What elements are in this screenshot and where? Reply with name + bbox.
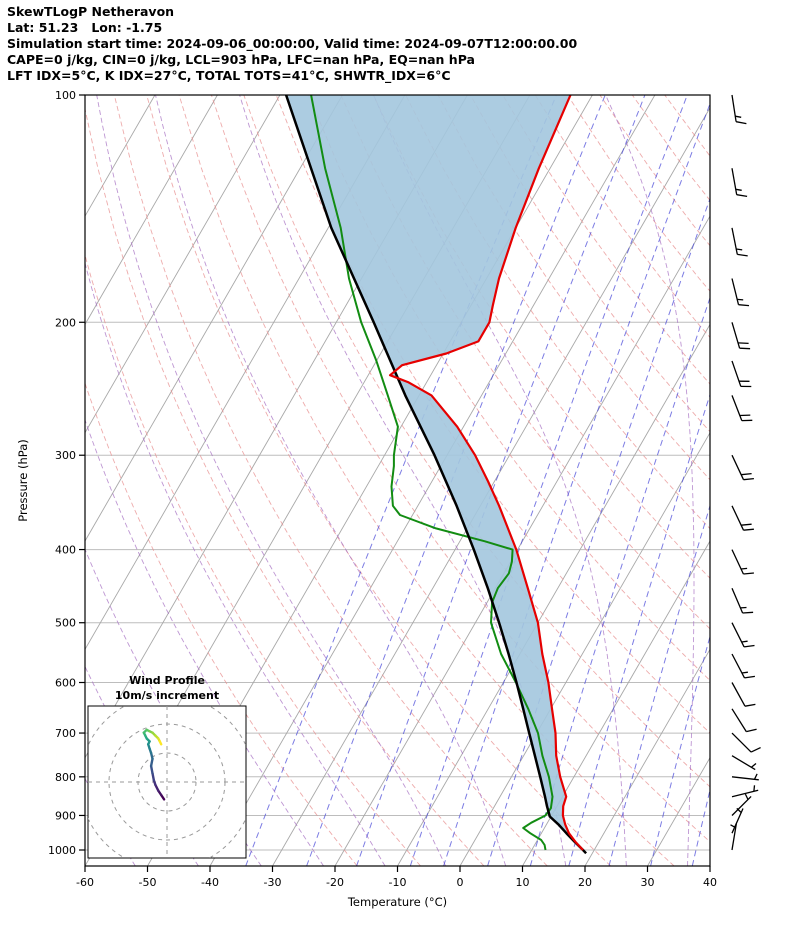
wind-barb [731, 785, 759, 798]
wind-barb-column [730, 94, 761, 851]
wind-barb [731, 395, 753, 422]
wind-barb [731, 708, 757, 733]
time-line: Simulation start time: 2024-09-06_00:00:… [7, 36, 578, 51]
x-tick-label: -10 [389, 876, 407, 889]
wind-barb [731, 505, 754, 531]
y-tick-label: 1000 [48, 844, 76, 857]
wind-barb [730, 823, 738, 851]
plot-area [85, 95, 710, 866]
x-tick-label: 20 [578, 876, 592, 889]
wind-barb [731, 755, 757, 771]
wind-barb [731, 653, 755, 679]
wind-barb [731, 732, 761, 753]
wind-barb [731, 682, 756, 707]
y-tick-label: 300 [55, 449, 76, 462]
parcel-curve [284, 95, 588, 855]
x-tick-label: -40 [201, 876, 219, 889]
indices-line-1: CAPE=0 j/kg, CIN=0 j/kg, LCL=903 hPa, LF… [7, 52, 475, 67]
parcel-environment-shade [286, 95, 583, 850]
wind-barb [731, 168, 748, 198]
hodograph-title-line1: Wind Profile [129, 674, 205, 687]
wind-barb [731, 773, 759, 781]
y-tick-label: 700 [55, 727, 76, 740]
x-tick-label: -30 [264, 876, 282, 889]
temperature-curve [389, 95, 584, 851]
dewpoint-curve [310, 95, 554, 851]
y-tick-label: 800 [55, 771, 76, 784]
hodograph-inset: Wind Profile 10m/s increment [87, 674, 247, 859]
y-tick-label: 900 [55, 809, 76, 822]
x-tick-label: 10 [516, 876, 530, 889]
wind-barb [731, 360, 752, 388]
y-tick-label: 100 [55, 89, 76, 102]
chart-title: SkewTLogP Netheravon [7, 4, 175, 19]
wind-barb [731, 454, 754, 481]
y-axis-title: Pressure (hPa) [16, 439, 30, 522]
y-tick-label: 500 [55, 617, 76, 630]
x-tick-label: -60 [76, 876, 94, 889]
x-tick-label: 30 [641, 876, 655, 889]
wind-barb [731, 622, 755, 648]
wind-barb [731, 587, 754, 614]
wind-barb [731, 227, 748, 257]
y-tick-label: 600 [55, 677, 76, 690]
hodograph-title-line2: 10m/s increment [115, 689, 219, 702]
wind-barb [731, 549, 754, 575]
hodograph-trace [142, 728, 166, 801]
wind-barb [731, 322, 751, 350]
x-tick-label: -20 [326, 876, 344, 889]
x-tick-label: -50 [139, 876, 157, 889]
y-tick-label: 400 [55, 544, 76, 557]
wind-barb [731, 793, 752, 816]
wind-barb [731, 94, 747, 125]
y-tick-label: 200 [55, 316, 76, 329]
wind-barb [731, 807, 744, 834]
wind-barb [731, 278, 750, 307]
hodograph-rings [88, 706, 246, 858]
lat-lon-line: Lat: 51.23 Lon: -1.75 [7, 20, 163, 35]
x-tick-label: 0 [457, 876, 464, 889]
x-tick-label: 40 [703, 876, 717, 889]
x-axis-title: Temperature (°C) [347, 895, 447, 909]
indices-line-2: LFT IDX=5°C, K IDX=27°C, TOTAL TOTS=41°C… [7, 68, 451, 83]
